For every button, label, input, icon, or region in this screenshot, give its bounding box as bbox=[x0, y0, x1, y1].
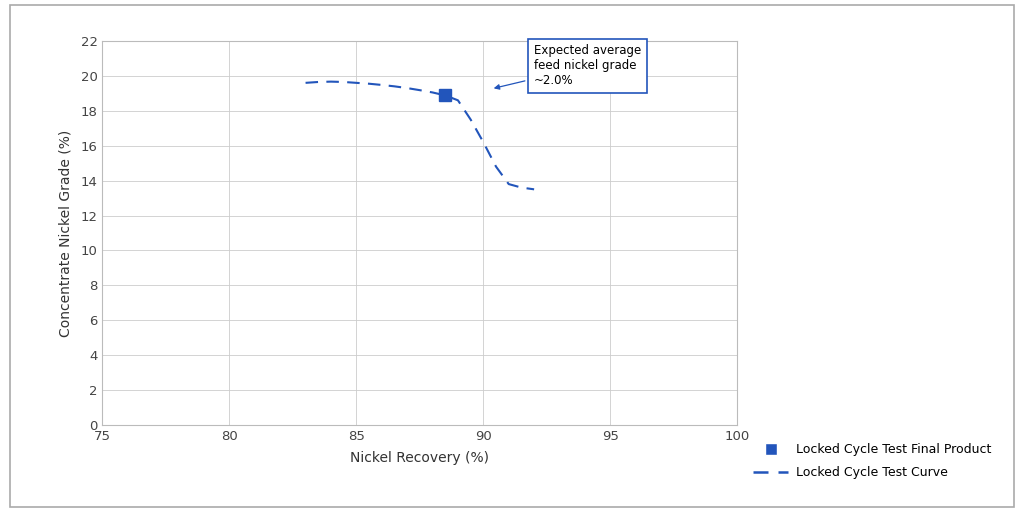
Text: Expected average
feed nickel grade
~2.0%: Expected average feed nickel grade ~2.0% bbox=[495, 45, 641, 89]
Legend: Locked Cycle Test Final Product, Locked Cycle Test Curve: Locked Cycle Test Final Product, Locked … bbox=[746, 437, 997, 485]
X-axis label: Nickel Recovery (%): Nickel Recovery (%) bbox=[350, 451, 489, 465]
Y-axis label: Concentrate Nickel Grade (%): Concentrate Nickel Grade (%) bbox=[58, 130, 73, 336]
